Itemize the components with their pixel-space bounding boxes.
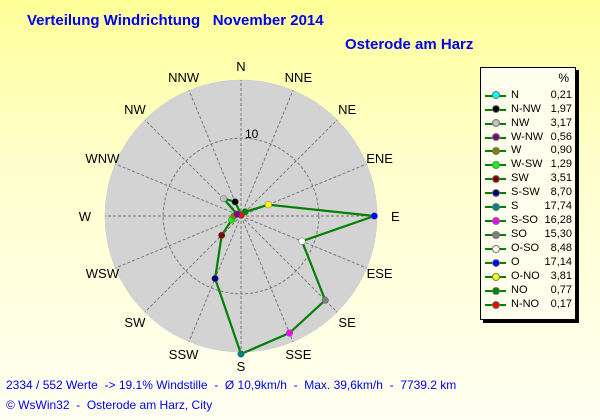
svg-text:E: E [391,209,400,224]
svg-text:ESE: ESE [367,266,393,281]
svg-text:NNW: NNW [168,70,200,85]
svg-text:SSE: SSE [285,347,311,362]
svg-text:WNW: WNW [85,151,120,166]
svg-text:SSW: SSW [169,347,199,362]
svg-text:N: N [236,59,245,74]
svg-text:NNE: NNE [285,70,313,85]
svg-text:S: S [237,359,246,374]
svg-text:SW: SW [124,315,146,330]
svg-text:WSW: WSW [86,266,120,281]
svg-text:NE: NE [338,102,356,117]
svg-text:10: 10 [245,127,259,141]
svg-text:W: W [79,209,92,224]
svg-text:ENE: ENE [366,151,393,166]
svg-text:NW: NW [124,102,146,117]
svg-text:SE: SE [338,315,356,330]
